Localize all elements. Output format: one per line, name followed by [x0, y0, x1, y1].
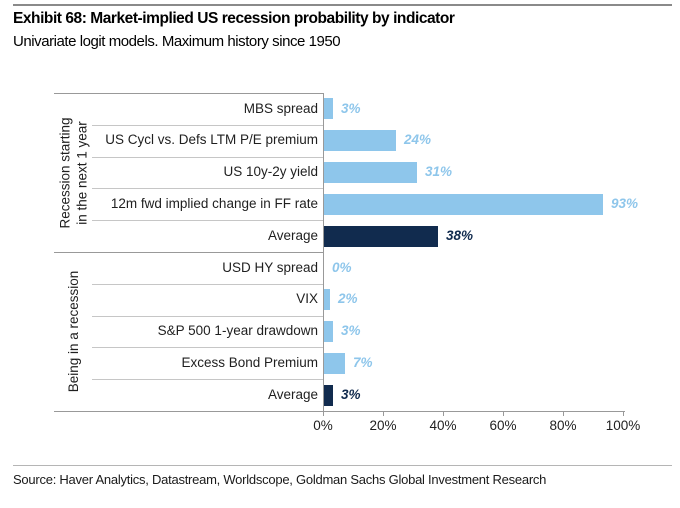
category-separator-line: [92, 379, 323, 380]
exhibit-subtitle: Univariate logit models. Maximum history…: [13, 33, 341, 50]
value-label: 2%: [338, 291, 358, 306]
group-label-line: in the next 1 year: [74, 121, 90, 225]
x-axis-tick-label: 0%: [313, 418, 333, 433]
x-axis-tick-label: 80%: [549, 418, 577, 433]
source-note: Source: Haver Analytics, Datastream, Wor…: [13, 472, 547, 487]
x-axis-tick-label: 60%: [489, 418, 517, 433]
group-boundary-line: [54, 252, 323, 253]
category-label: S&P 500 1-year drawdown: [157, 323, 318, 338]
x-axis-tick: [383, 411, 384, 416]
x-axis-tick: [623, 411, 624, 416]
bar: [324, 226, 438, 247]
value-label: 38%: [446, 228, 474, 243]
value-label: 31%: [425, 164, 453, 179]
x-axis-tick-label: 20%: [369, 418, 397, 433]
bar: [324, 289, 330, 310]
category-label: Excess Bond Premium: [181, 355, 318, 370]
value-label: 93%: [611, 196, 639, 211]
category-separator-line: [92, 284, 323, 285]
category-label: US Cycl vs. Defs LTM P/E premium: [105, 132, 318, 147]
group-boundary-line: [54, 93, 323, 94]
category-separator-line: [92, 220, 323, 221]
bar: [324, 353, 345, 374]
category-label: 12m fwd implied change in FF rate: [110, 196, 318, 211]
category-label: USD HY spread: [222, 260, 318, 275]
value-label: 3%: [341, 387, 361, 402]
x-axis-tick: [323, 411, 324, 416]
group-label-line: Being in a recession: [66, 270, 81, 393]
source-divider: [13, 465, 672, 466]
category-label: Average: [267, 387, 318, 402]
category-separator-line: [92, 125, 323, 126]
category-separator-line: [92, 188, 323, 189]
x-axis-line: [54, 411, 625, 412]
x-axis-tick-label: 40%: [429, 418, 457, 433]
bar: [324, 321, 333, 342]
group-label-line: Recession starting: [57, 117, 73, 229]
bar: [324, 162, 417, 183]
category-label: US 10y-2y yield: [223, 164, 318, 179]
group-label: Recession starting in the next 1 year: [57, 94, 91, 253]
value-label: 3%: [341, 101, 361, 116]
value-label: 24%: [404, 132, 432, 147]
top-divider: [13, 4, 672, 6]
bar: [324, 130, 396, 151]
exhibit-title: Exhibit 68: Market-implied US recession …: [13, 10, 455, 27]
bar: [324, 385, 333, 406]
value-label: 0%: [332, 260, 352, 275]
value-label: 3%: [341, 323, 361, 338]
category-label: Average: [267, 228, 318, 243]
x-axis-tick: [443, 411, 444, 416]
category-separator-line: [92, 316, 323, 317]
value-label: 7%: [353, 355, 373, 370]
bar: [324, 194, 603, 215]
category-label: VIX: [296, 291, 318, 306]
x-axis-tick: [563, 411, 564, 416]
group-label: Being in a recession: [65, 252, 82, 411]
category-axis-line: [323, 93, 324, 411]
category-separator-line: [92, 157, 323, 158]
x-axis-tick: [503, 411, 504, 416]
bar: [324, 98, 333, 119]
category-label: MBS spread: [243, 101, 318, 116]
category-separator-line: [92, 347, 323, 348]
x-axis-tick-label: 100%: [605, 418, 641, 433]
